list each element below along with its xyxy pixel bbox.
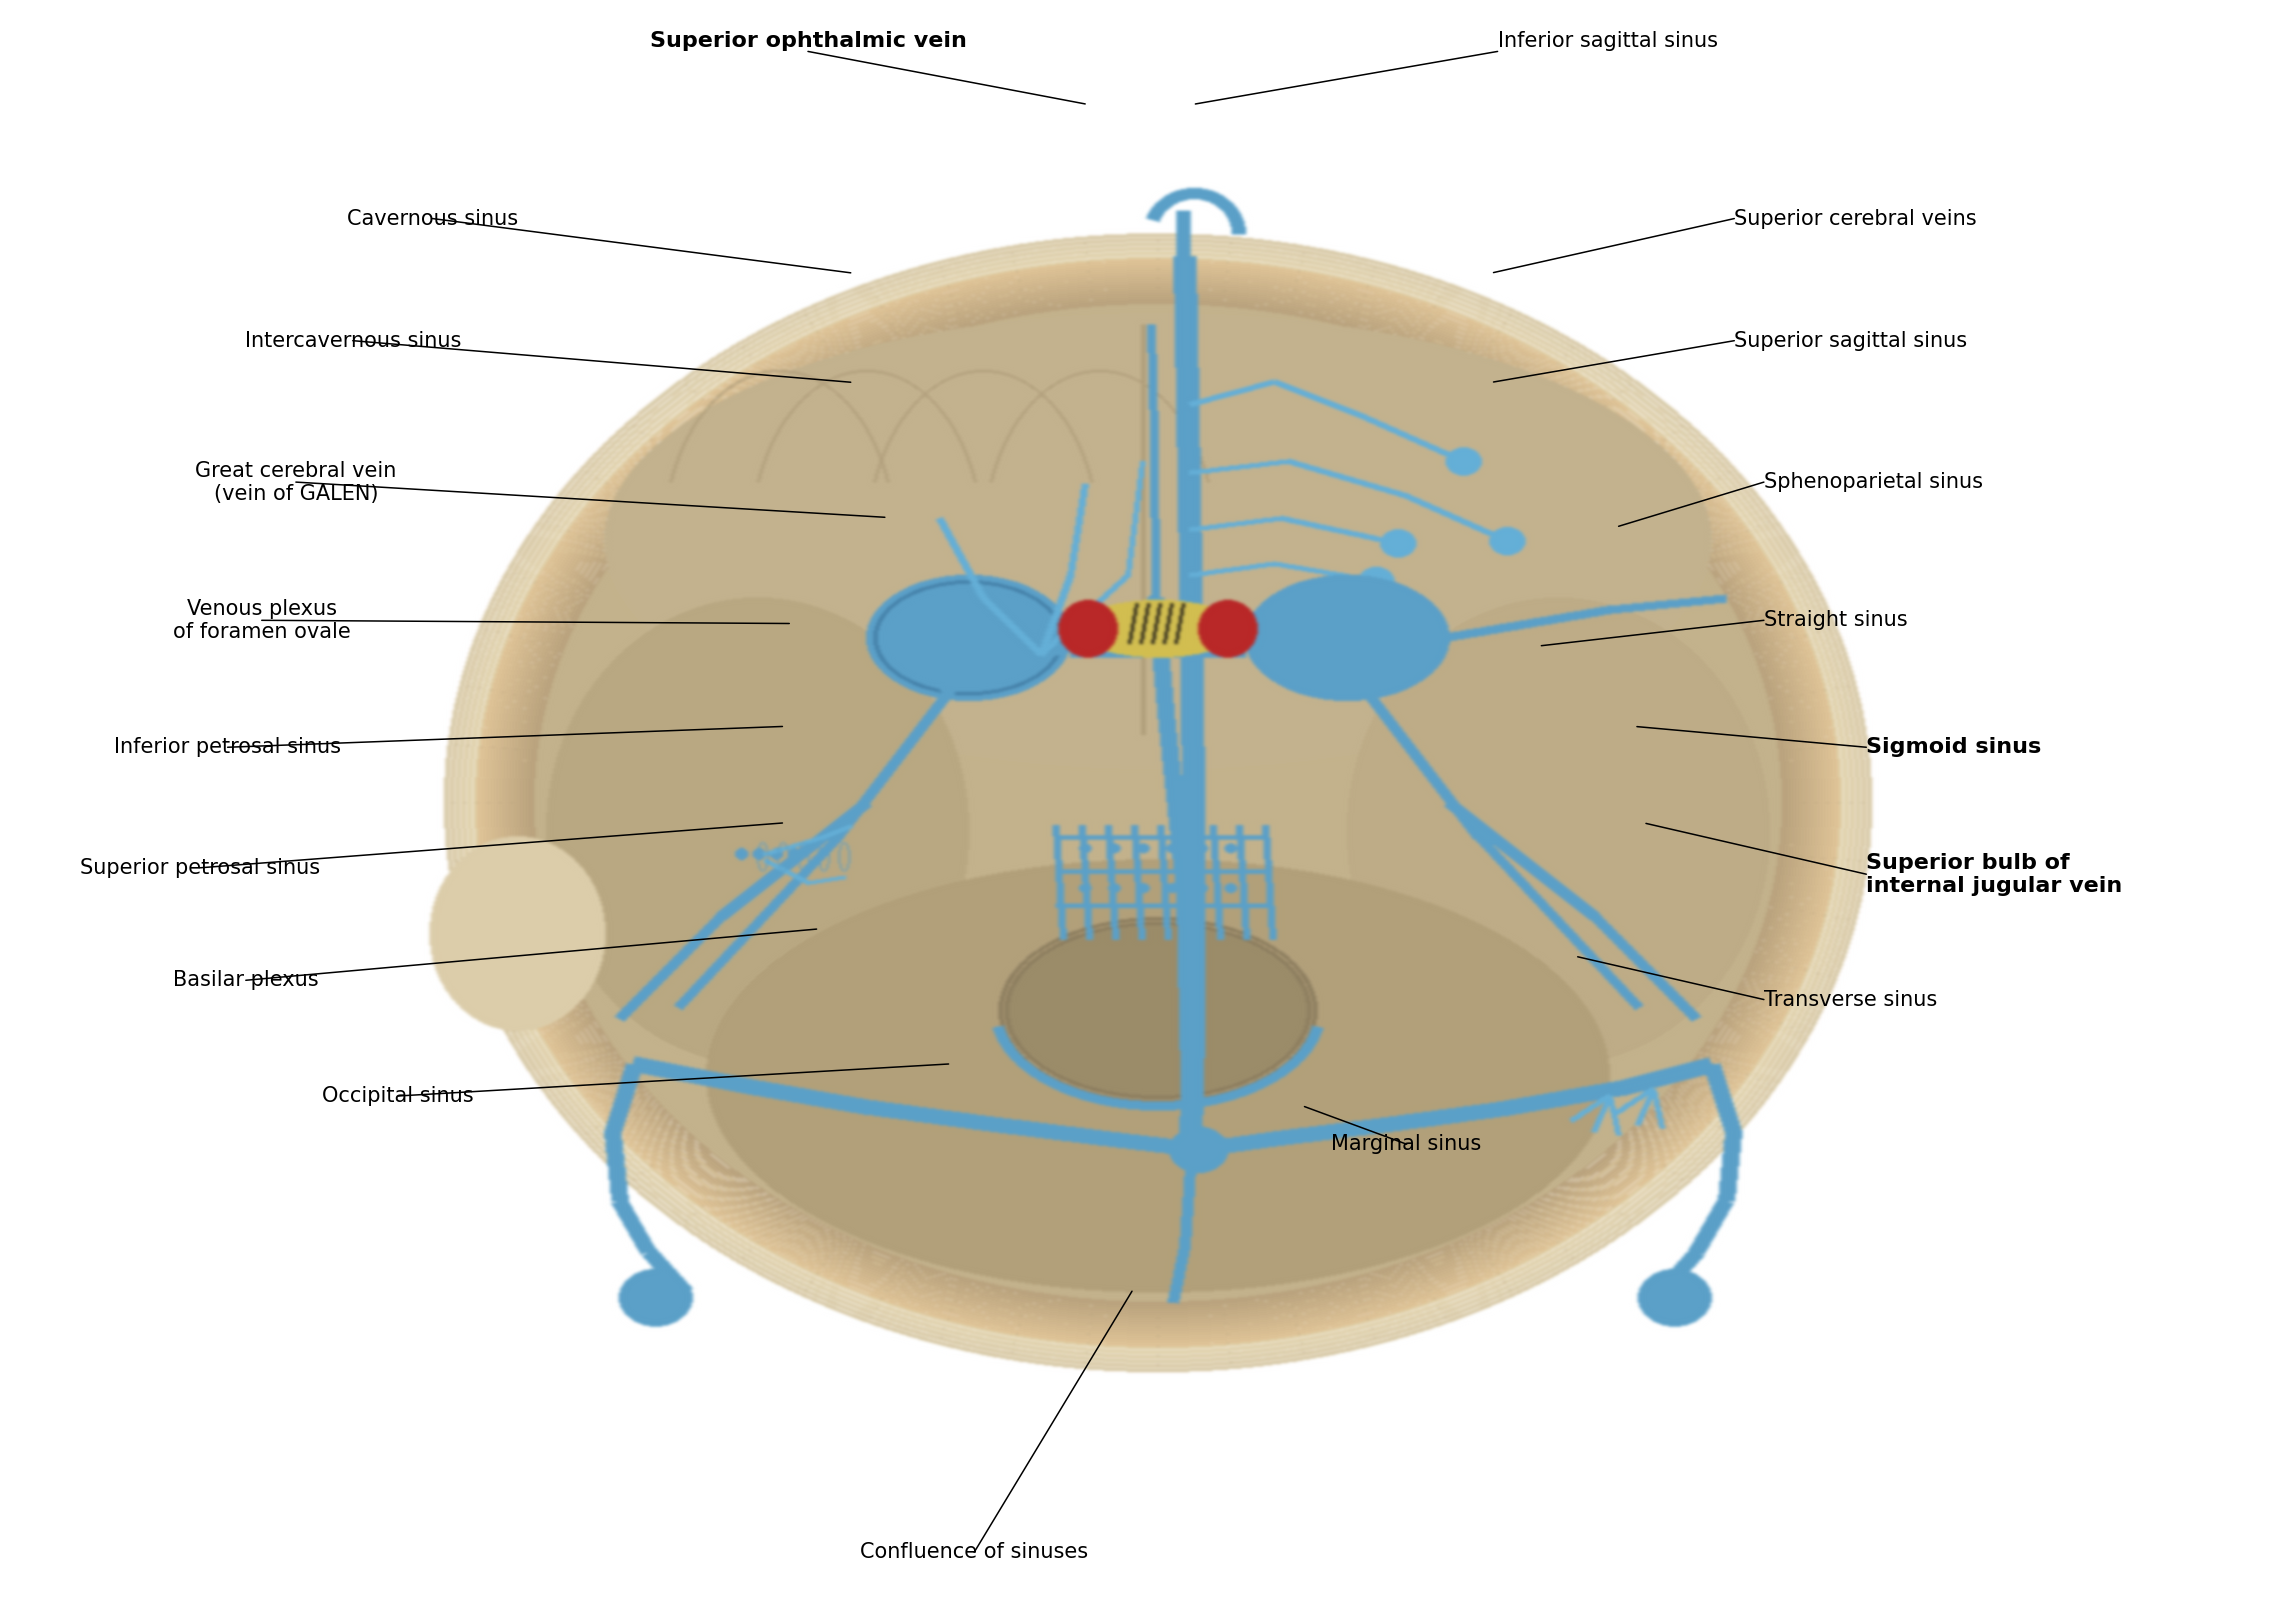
Text: Sphenoparietal sinus: Sphenoparietal sinus <box>1764 472 1982 492</box>
Text: Transverse sinus: Transverse sinus <box>1764 990 1937 1009</box>
Text: Inferior petrosal sinus: Inferior petrosal sinus <box>114 738 341 757</box>
Text: Superior sagittal sinus: Superior sagittal sinus <box>1734 331 1966 350</box>
Text: Superior ophthalmic vein: Superior ophthalmic vein <box>649 32 967 51</box>
Text: Occipital sinus: Occipital sinus <box>323 1086 473 1106</box>
Text: Great cerebral vein
(vein of GALEN): Great cerebral vein (vein of GALEN) <box>196 461 396 503</box>
Text: Confluence of sinuses: Confluence of sinuses <box>860 1543 1088 1562</box>
Text: Sigmoid sinus: Sigmoid sinus <box>1866 738 2042 757</box>
Text: Basilar plexus: Basilar plexus <box>173 971 319 990</box>
Text: Marginal sinus: Marginal sinus <box>1331 1135 1482 1154</box>
Text: Superior cerebral veins: Superior cerebral veins <box>1734 209 1978 228</box>
Text: Intercavernous sinus: Intercavernous sinus <box>244 331 462 350</box>
Text: Inferior sagittal sinus: Inferior sagittal sinus <box>1498 32 1718 51</box>
Text: Cavernous sinus: Cavernous sinus <box>346 209 519 228</box>
Text: Superior petrosal sinus: Superior petrosal sinus <box>80 858 321 877</box>
Text: Straight sinus: Straight sinus <box>1764 611 1907 630</box>
Text: Superior bulb of
internal jugular vein: Superior bulb of internal jugular vein <box>1866 853 2124 895</box>
Text: Venous plexus
of foramen ovale: Venous plexus of foramen ovale <box>173 599 351 641</box>
